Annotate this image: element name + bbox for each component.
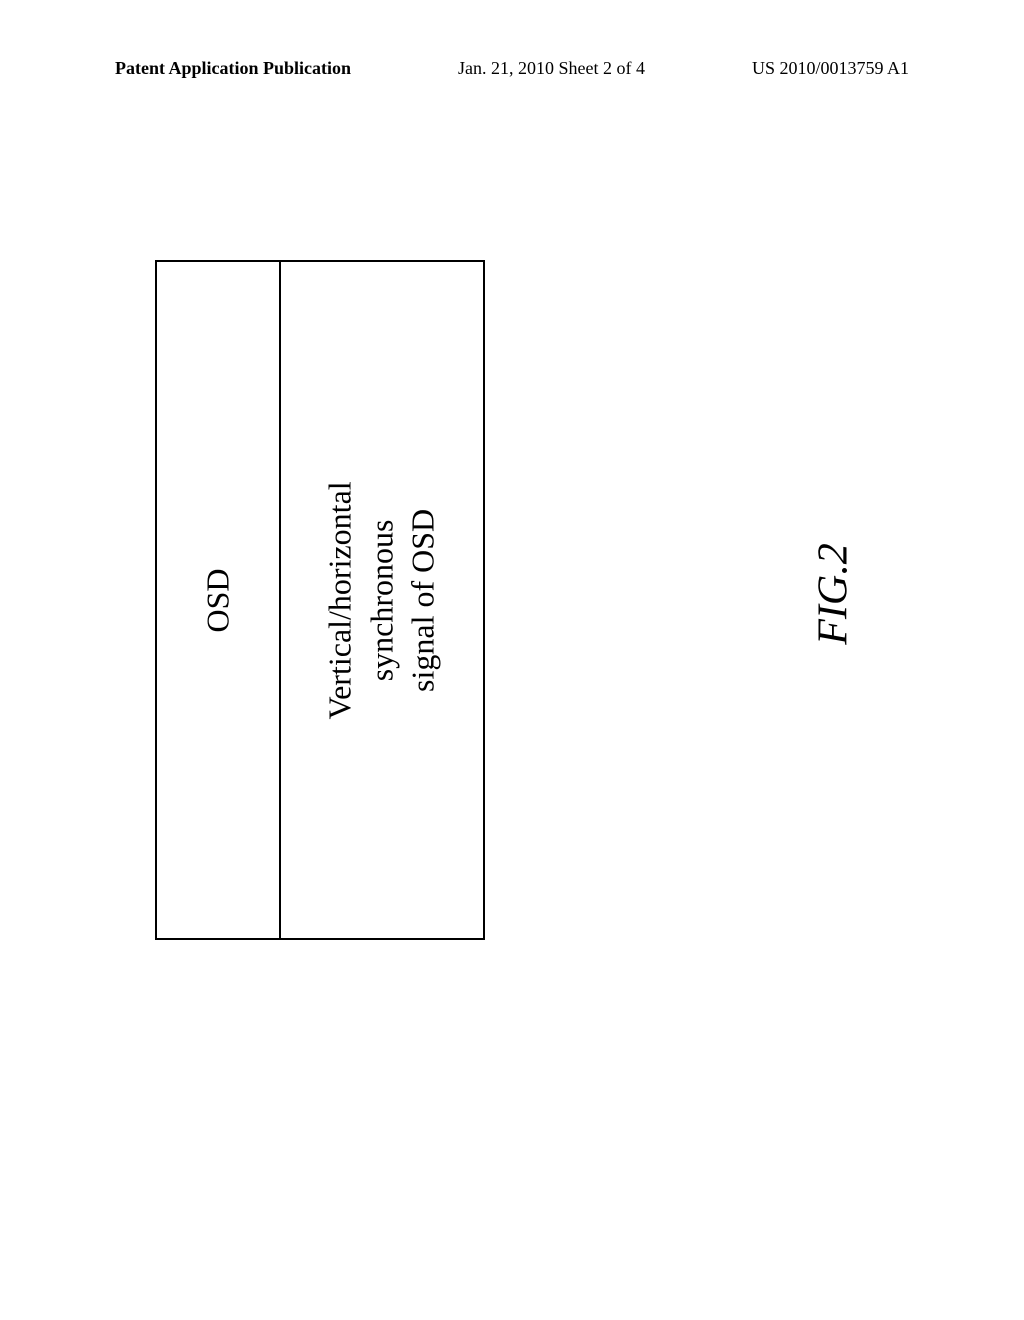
- osd-label: OSD: [199, 568, 236, 632]
- figure-number-label: FIG.2: [809, 543, 857, 644]
- table-col-signal: Vertical/horizontal synchronous signal o…: [281, 262, 483, 938]
- page-header: Patent Application Publication Jan. 21, …: [0, 58, 1024, 79]
- header-date-sheet: Jan. 21, 2010 Sheet 2 of 4: [458, 58, 645, 79]
- figure-diagram: OSD Vertical/horizontal synchronous sign…: [155, 260, 485, 940]
- header-publication: Patent Application Publication: [115, 58, 351, 79]
- header-patent-number: US 2010/0013759 A1: [752, 58, 909, 79]
- diagram-table: OSD Vertical/horizontal synchronous sign…: [155, 260, 485, 940]
- table-col-osd: OSD: [157, 262, 281, 938]
- signal-label: Vertical/horizontal synchronous signal o…: [320, 481, 445, 719]
